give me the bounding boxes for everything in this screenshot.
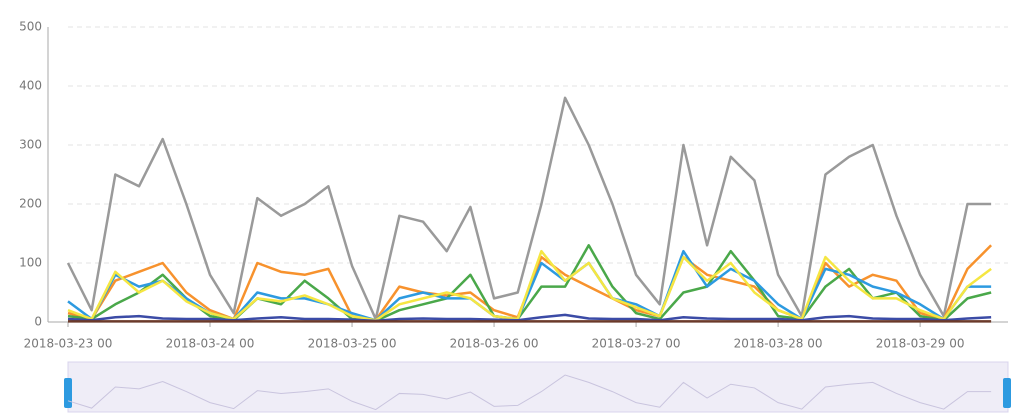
y-tick-label: 300 [19, 138, 42, 152]
zoom-slider[interactable] [67, 361, 1009, 413]
x-tick-label: 2018-03-27 00 [592, 337, 681, 351]
y-tick-label: 500 [19, 20, 42, 34]
series-line [66, 96, 992, 321]
overview-line [67, 374, 992, 411]
x-tick-label: 2018-03-23 00 [24, 337, 113, 351]
y-tick-label: 200 [19, 197, 42, 211]
series-line [67, 244, 992, 323]
zoom-handle-right[interactable] [1003, 378, 1011, 408]
y-tick-label: 400 [19, 79, 42, 93]
y-tick-label: 100 [19, 256, 42, 270]
series-line [67, 249, 992, 322]
x-tick-label: 2018-03-25 00 [308, 337, 397, 351]
x-tick-label: 2018-03-26 00 [450, 337, 539, 351]
zoom-handle-left[interactable] [64, 378, 72, 408]
series-line [67, 313, 992, 323]
x-tick-label: 2018-03-28 00 [734, 337, 823, 351]
x-tick-label: 2018-03-29 00 [876, 337, 965, 351]
x-tick-label: 2018-03-24 00 [166, 337, 255, 351]
y-tick-label: 0 [34, 315, 42, 329]
